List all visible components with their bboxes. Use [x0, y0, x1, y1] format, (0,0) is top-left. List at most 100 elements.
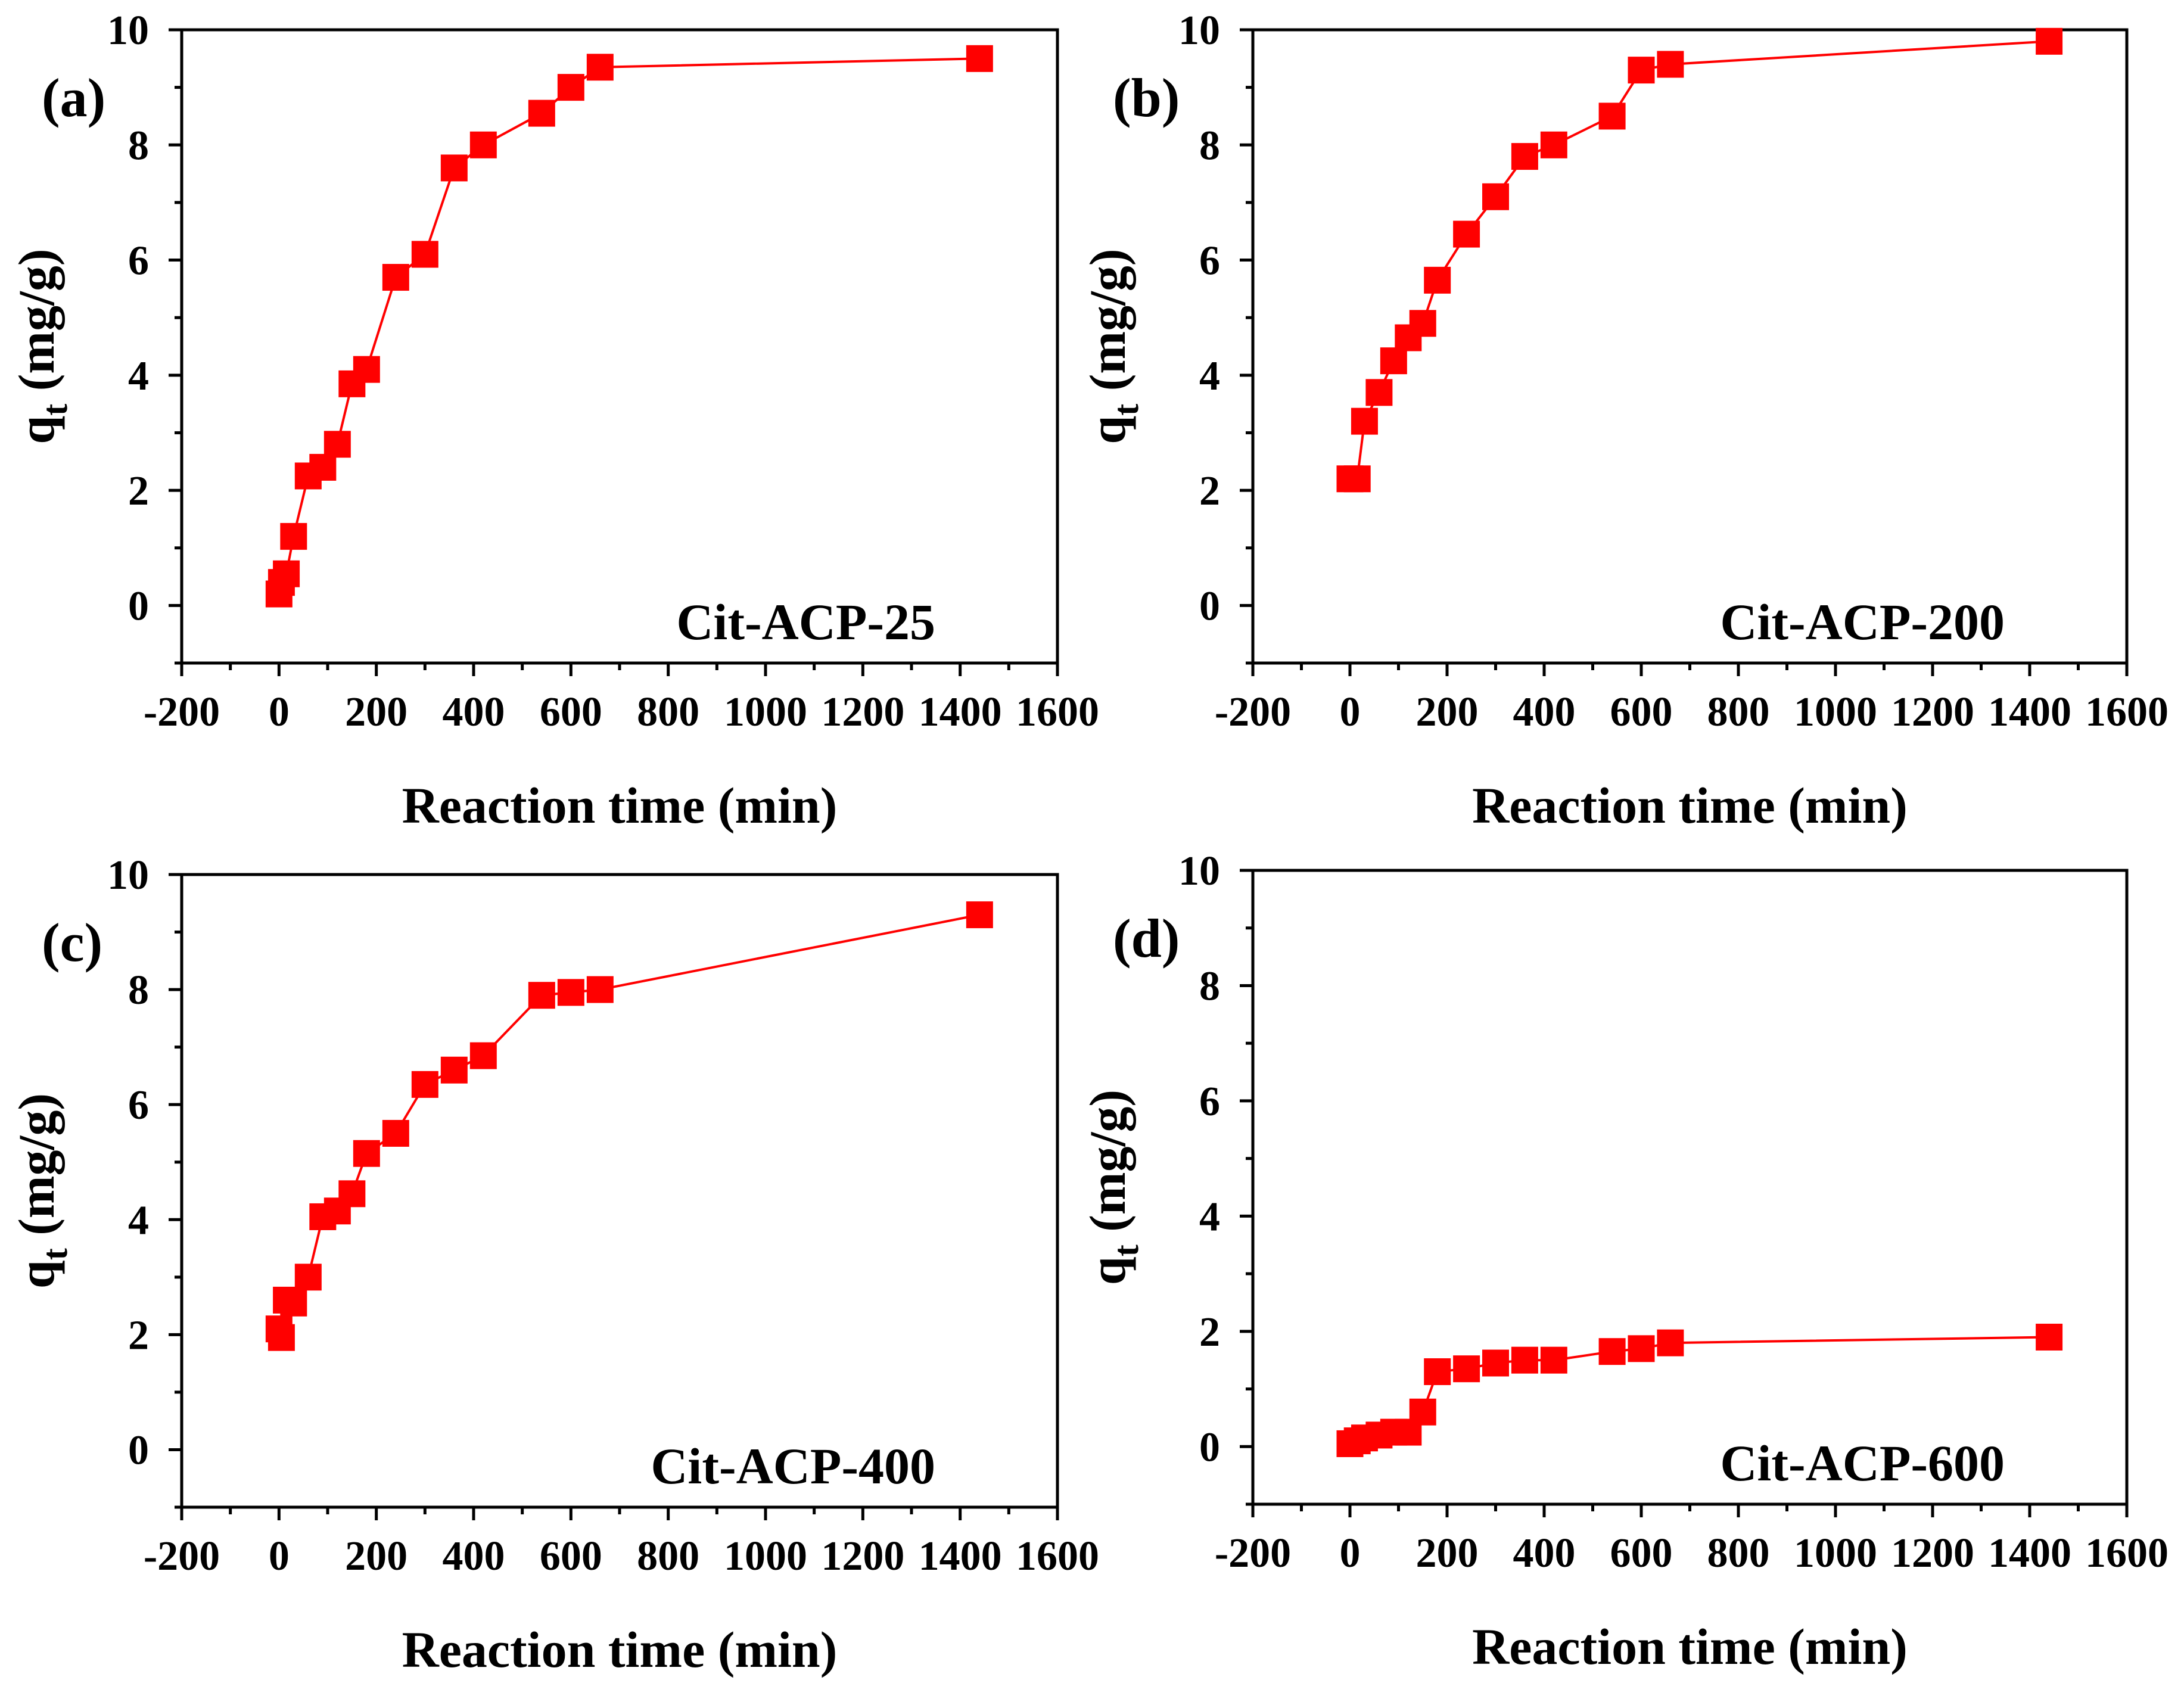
data-point	[1453, 1355, 1480, 1383]
y-axis-title-main: q	[1079, 416, 1136, 444]
data-point	[411, 241, 438, 268]
data-point	[1343, 465, 1371, 493]
x-tick-label: 1400	[919, 1533, 1002, 1579]
x-tick-label: 1400	[1988, 1530, 2071, 1576]
x-axis-title: Reaction time (min)	[402, 777, 838, 834]
y-tick-label: 4	[128, 1197, 149, 1243]
data-point	[1380, 347, 1407, 375]
data-point	[353, 1140, 380, 1167]
y-axis-title: qt (mg/g)	[8, 248, 74, 444]
panel-label: (a)	[42, 67, 105, 128]
x-tick-label: 800	[1707, 1530, 1770, 1576]
x-tick-label: 1000	[1794, 689, 1877, 735]
y-tick-label: 6	[1199, 1079, 1220, 1125]
x-tick-label: 600	[540, 1533, 602, 1579]
data-point	[1628, 57, 1655, 84]
data-point	[528, 99, 555, 127]
y-axis-title-main: q	[1079, 1256, 1136, 1285]
y-tick-label: 4	[1199, 1194, 1220, 1240]
data-point	[353, 356, 380, 383]
data-point	[280, 522, 307, 550]
data-point	[382, 264, 409, 291]
plot-frame	[180, 873, 1059, 1509]
x-tick-label: 1000	[724, 689, 807, 735]
panel-label: (d)	[1113, 908, 1180, 969]
y-axis-title-sub: t	[35, 404, 74, 416]
x-tick-label: 200	[1416, 689, 1479, 735]
x-tick-label: 1200	[1891, 689, 1974, 735]
x-tick-label: -200	[144, 689, 220, 735]
data-point	[309, 453, 337, 481]
data-point	[1511, 143, 1538, 170]
data-point	[2036, 1323, 2063, 1351]
y-tick-label: 8	[128, 967, 149, 1013]
y-tick-label: 10	[107, 852, 149, 898]
y-tick-label: 10	[1178, 848, 1220, 894]
y-axis-title: qt (mg/g)	[1079, 1090, 1146, 1285]
x-tick-label: 400	[1513, 689, 1576, 735]
series-line	[278, 57, 980, 595]
plot-frame	[1251, 28, 2129, 665]
data-point	[1598, 102, 1626, 130]
y-tick-label: 0	[1199, 583, 1220, 629]
x-tick-label: 1400	[919, 689, 1002, 735]
x-tick-label: 1000	[724, 1533, 807, 1579]
data-point	[1365, 379, 1393, 406]
y-axis-title: qt (mg/g)	[1079, 248, 1146, 444]
data-point	[280, 1289, 307, 1317]
series-line	[1349, 1336, 2049, 1445]
data-point	[1657, 51, 1684, 78]
x-tick-label: 600	[540, 689, 602, 735]
y-tick-label: 0	[128, 583, 149, 629]
x-tick-label: 200	[1416, 1530, 1479, 1576]
data-point	[440, 1056, 468, 1084]
x-tick-label: 800	[1707, 689, 1770, 735]
y-tick-label: 10	[107, 8, 149, 54]
data-point	[966, 45, 993, 72]
x-tick-label: 800	[637, 1533, 699, 1579]
x-tick-label: 0	[1340, 1530, 1361, 1576]
x-axis-title: Reaction time (min)	[402, 1621, 838, 1678]
y-axis-title-sub: t	[1106, 1244, 1146, 1256]
y-tick-label: 6	[1199, 238, 1220, 284]
data-point	[528, 982, 555, 1009]
x-tick-label: 800	[637, 689, 699, 735]
panel-d: -200 0 200 400 600 800 1000 1200 1400 1600 0 2 4 6 8 10…	[1079, 848, 2169, 1675]
sample-label: Cit-ACP-200	[1720, 593, 2005, 651]
y-tick-label: 0	[1199, 1424, 1220, 1470]
y-tick-label: 8	[1199, 123, 1220, 169]
data-point	[1598, 1338, 1626, 1365]
x-tick-label: 1200	[821, 689, 904, 735]
sample-label: Cit-ACP-600	[1720, 1435, 2005, 1492]
x-tick-label: 600	[1610, 1530, 1673, 1576]
y-axis-title-main: q	[8, 1260, 65, 1289]
data-point	[338, 1180, 366, 1208]
x-tick-label: -200	[1215, 689, 1291, 735]
data-point	[440, 154, 468, 182]
data-point	[273, 560, 300, 587]
data-point	[2036, 27, 2063, 55]
series-line	[1350, 40, 2049, 480]
x-tick-label: 600	[1610, 689, 1673, 735]
y-axis-title: qt (mg/g)	[8, 1093, 74, 1289]
x-tick-label: 400	[443, 1533, 505, 1579]
data-point	[1351, 407, 1378, 435]
y-tick-label: 6	[128, 1082, 149, 1128]
x-tick-label: 0	[1340, 689, 1361, 735]
data-point	[267, 1324, 295, 1351]
y-tick-label: 0	[128, 1427, 149, 1473]
x-tick-label: 1600	[2085, 1530, 2169, 1576]
data-point	[1409, 310, 1436, 337]
plot-frame	[180, 28, 1059, 665]
y-tick-label: 8	[1199, 963, 1220, 1009]
panel-label: (b)	[1113, 67, 1180, 128]
x-tick-label: 200	[345, 689, 407, 735]
y-axis-title-unit: (mg/g)	[8, 1093, 65, 1248]
data-point	[1482, 183, 1509, 210]
data-point	[469, 1042, 497, 1069]
y-tick-label: 2	[1199, 1309, 1220, 1355]
x-tick-label: 1600	[1016, 1533, 1099, 1579]
y-axis-title-main: q	[8, 416, 65, 444]
